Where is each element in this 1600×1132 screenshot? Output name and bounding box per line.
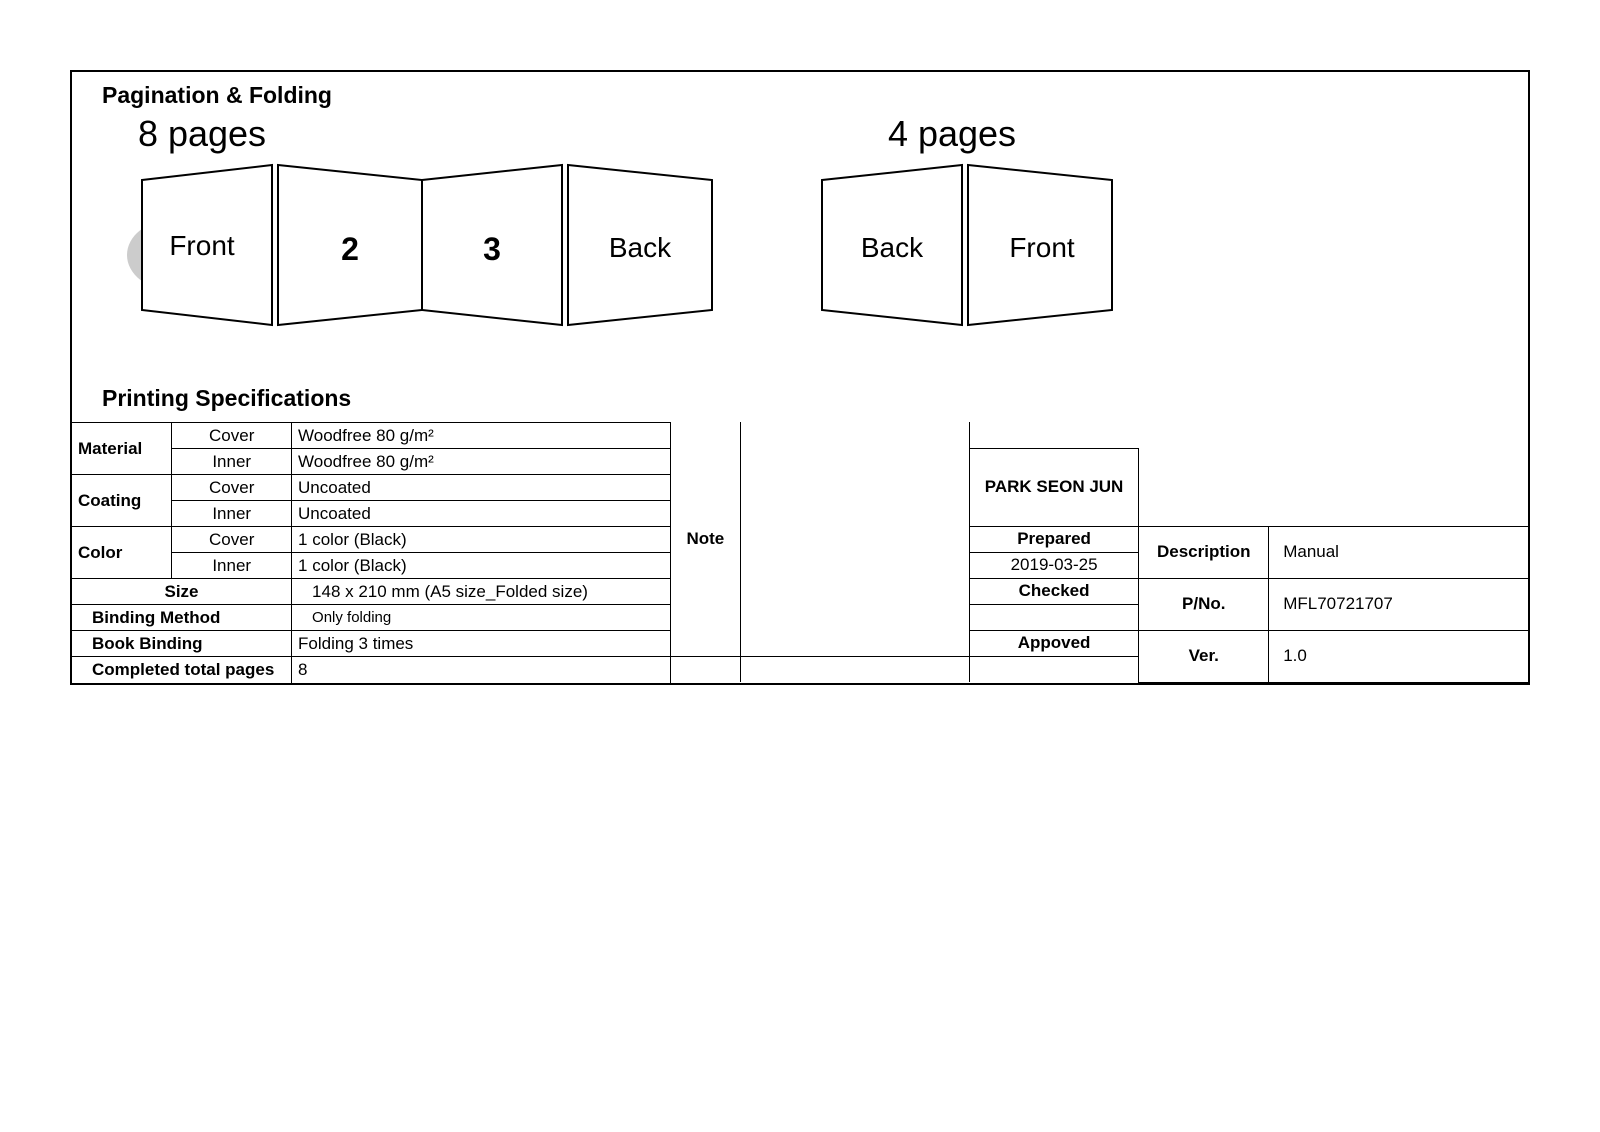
- description-label: Description: [1139, 526, 1269, 578]
- note-value-ext: [741, 656, 970, 682]
- spacer-row: [969, 422, 1528, 448]
- spacer-right: [1139, 448, 1528, 526]
- material-cover-value: Woodfree 80 g/m²: [292, 423, 671, 449]
- total-pages-value: 8: [292, 657, 671, 683]
- coating-label: Coating: [72, 475, 172, 527]
- pagination-diagram-area: 8 pages Front 2 3 Back: [72, 113, 1528, 385]
- panel-3: 3: [483, 231, 501, 267]
- note-value: [741, 422, 970, 656]
- total-pages-label: Completed total pages: [72, 657, 292, 683]
- panel-2: 2: [341, 231, 359, 267]
- approved-value: [969, 656, 1139, 682]
- eight-pages-title: 8 pages: [102, 113, 302, 155]
- specs-left-table: Material Cover Woodfree 80 g/m² Inner Wo…: [72, 422, 671, 683]
- pagination-heading: Pagination & Folding: [72, 82, 1528, 113]
- approved-label: Appoved: [969, 630, 1139, 656]
- coating-cover-value: Uncoated: [292, 475, 671, 501]
- pno-label: P/No.: [1139, 578, 1269, 630]
- coating-inner-value: Uncoated: [292, 501, 671, 527]
- color-cover-label: Cover: [172, 527, 292, 553]
- size-value: 148 x 210 mm (A5 size_Folded size): [292, 579, 671, 605]
- checked-label: Checked: [969, 578, 1139, 604]
- color-inner-value: 1 color (Black): [292, 553, 671, 579]
- four-pages-fold-icon: Back Front: [802, 155, 1152, 345]
- color-inner-label: Inner: [172, 553, 292, 579]
- binding-method-label: Binding Method: [72, 605, 292, 631]
- checked-value: [969, 604, 1139, 630]
- book-binding-value: Folding 3 times: [292, 631, 671, 657]
- four-pages-block: 4 pages Back Front: [802, 113, 1152, 345]
- panel-front: Front: [169, 230, 235, 261]
- prepared-value: 2019-03-25: [969, 552, 1139, 578]
- coating-inner-label: Inner: [172, 501, 292, 527]
- description-value: Manual: [1269, 526, 1528, 578]
- specs-heading: Printing Specifications: [72, 385, 1528, 422]
- prepared-name: PARK SEON JUN: [969, 448, 1139, 526]
- panel-back: Back: [609, 232, 672, 263]
- material-label: Material: [72, 423, 172, 475]
- ver-label: Ver.: [1139, 630, 1269, 682]
- panel-back-2: Back: [861, 232, 924, 263]
- material-inner-value: Woodfree 80 g/m²: [292, 449, 671, 475]
- material-inner-label: Inner: [172, 449, 292, 475]
- specs-tables: Material Cover Woodfree 80 g/m² Inner Wo…: [72, 422, 1528, 683]
- prepared-label: Prepared: [969, 526, 1139, 552]
- panel-front-2: Front: [1009, 232, 1075, 263]
- color-label: Color: [72, 527, 172, 579]
- pno-value: MFL70721707: [1269, 578, 1528, 630]
- eight-pages-fold-icon: Front 2 3 Back: [102, 155, 722, 345]
- note-label: Note: [671, 422, 741, 656]
- material-cover-label: Cover: [172, 423, 292, 449]
- specs-right-table: Note PARK SEON JUN Prepared Description …: [671, 422, 1528, 683]
- size-label: Size: [72, 579, 292, 605]
- note-label-ext: [671, 656, 741, 682]
- four-pages-title: 4 pages: [802, 113, 1102, 155]
- color-cover-value: 1 color (Black): [292, 527, 671, 553]
- binding-method-value: Only folding: [292, 605, 671, 631]
- coating-cover-label: Cover: [172, 475, 292, 501]
- ver-value: 1.0: [1269, 630, 1528, 682]
- spec-sheet: Pagination & Folding 8 pages Front 2 3: [70, 70, 1530, 685]
- book-binding-label: Book Binding: [72, 631, 292, 657]
- eight-pages-block: 8 pages Front 2 3 Back: [102, 113, 722, 345]
